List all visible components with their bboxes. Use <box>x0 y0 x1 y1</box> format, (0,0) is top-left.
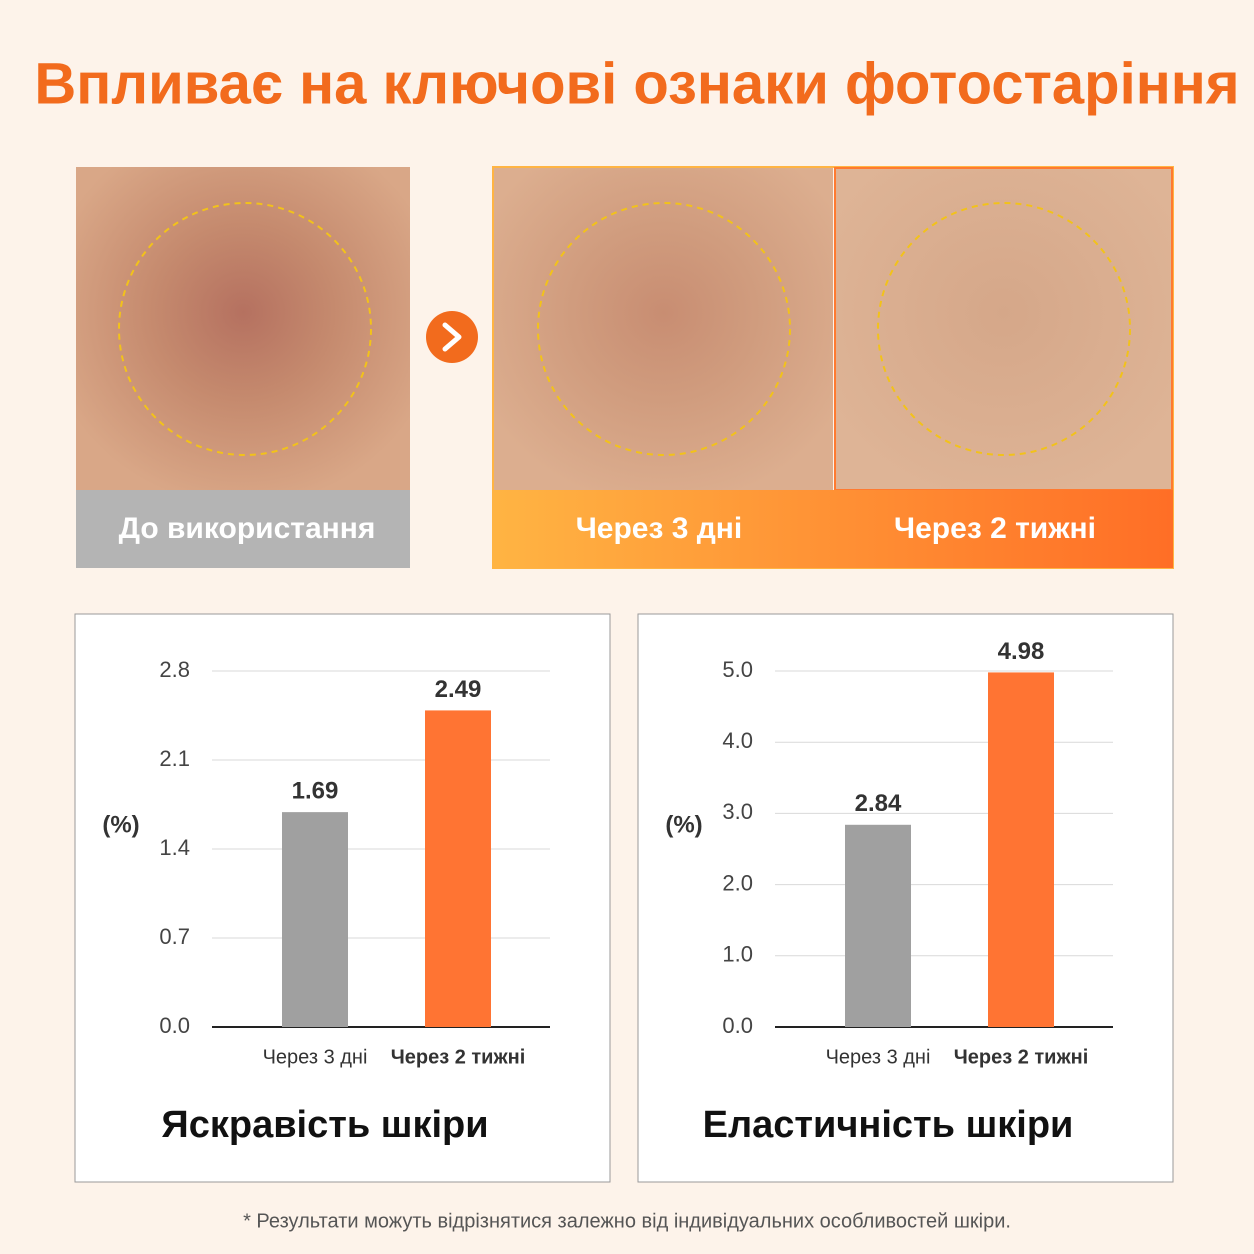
photo-before <box>76 167 410 490</box>
label-bar <box>493 490 1173 568</box>
y-tick-label: 2.0 <box>722 870 753 895</box>
bar <box>282 812 348 1027</box>
y-tick-label: 0.7 <box>159 924 190 949</box>
bar <box>425 710 491 1027</box>
photo-label: До використання <box>119 512 376 545</box>
y-tick-label: 3.0 <box>722 799 753 824</box>
x-tick-label: Через 2 тижні <box>391 1046 526 1068</box>
y-axis-label: (%) <box>665 811 702 838</box>
page-title: Впливає на ключові ознаки фотостаріння <box>34 51 1239 116</box>
y-tick-label: 0.0 <box>722 1013 753 1038</box>
spot-outline <box>877 202 1131 456</box>
photo-2-weeks <box>834 167 1173 491</box>
chart-title: Еластичність шкіри <box>703 1104 1074 1146</box>
label-bar <box>76 490 410 568</box>
y-tick-label: 2.1 <box>159 746 190 771</box>
y-tick-label: 4.0 <box>722 728 753 753</box>
y-tick-label: 5.0 <box>722 657 753 682</box>
arrow-icon <box>426 311 478 363</box>
footnote: * Результати можуть відрізнятися залежно… <box>243 1210 1011 1232</box>
arrow-chevron <box>442 322 462 352</box>
y-axis-label: (%) <box>102 811 139 838</box>
y-tick-label: 2.8 <box>159 657 190 682</box>
value-label: 4.98 <box>998 638 1045 665</box>
photo-3-days <box>494 168 833 490</box>
chart-title: Яскравість шкіри <box>161 1104 488 1146</box>
spot-outline <box>537 202 791 456</box>
bar <box>845 824 911 1027</box>
y-tick-label: 1.4 <box>159 835 190 860</box>
bar <box>988 672 1054 1027</box>
x-tick-label: Через 2 тижні <box>954 1046 1089 1068</box>
spot-outline <box>118 202 372 456</box>
y-tick-label: 0.0 <box>159 1013 190 1038</box>
photo-label: Через 3 дні <box>576 512 743 545</box>
value-label: 2.84 <box>855 790 902 817</box>
photo-label: Через 2 тижні <box>894 512 1096 545</box>
value-label: 1.69 <box>292 777 339 804</box>
x-tick-label: Через 3 дні <box>826 1046 931 1068</box>
value-label: 2.49 <box>435 676 482 703</box>
x-tick-label: Через 3 дні <box>263 1046 368 1068</box>
y-tick-label: 1.0 <box>722 942 753 967</box>
